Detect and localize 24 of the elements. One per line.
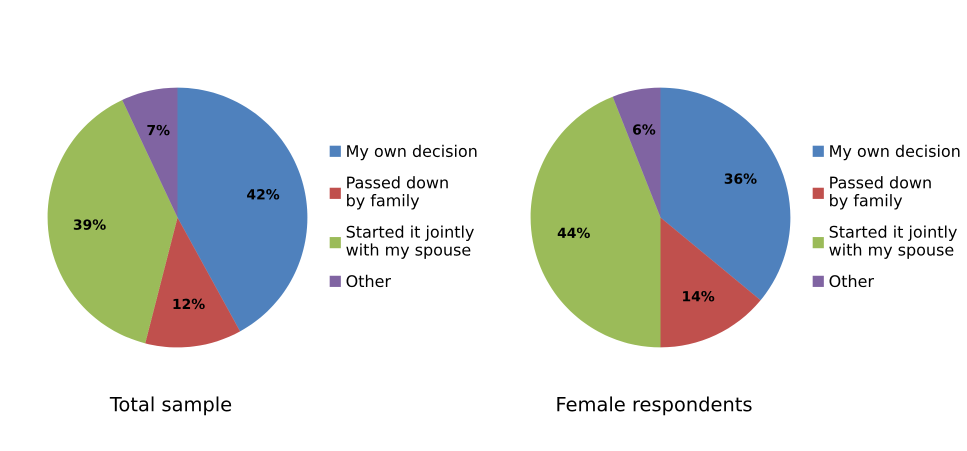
data-label: 14% (683, 290, 714, 302)
legend-label: Other (830, 274, 874, 288)
data-label: 36% (724, 173, 757, 184)
legend-label: Started it jointly with my spouse (346, 225, 474, 259)
pie-slice (660, 218, 761, 348)
data-label: 44% (558, 228, 590, 238)
legend-label: Started it jointly with my spouse (829, 225, 957, 259)
data-label: 7% (147, 124, 170, 136)
text: Total sample (110, 396, 232, 416)
legend-label: Other (346, 274, 391, 288)
legend-label: My own decision (347, 144, 476, 160)
text: Female respondents (557, 396, 752, 416)
data-label: 42% (247, 189, 280, 200)
data-label: 39% (74, 219, 106, 230)
legend-label: Passed down by family (347, 176, 448, 210)
pie-slice (660, 88, 790, 300)
pie-slice (612, 88, 660, 218)
pie-slice (530, 96, 660, 348)
pie-slice (145, 218, 240, 348)
data-label: 6% (633, 124, 656, 135)
legend-label: Passed down by family (830, 176, 931, 210)
data-label: 12% (174, 298, 205, 310)
legend-label: My own decision (830, 144, 960, 160)
pie-slice (122, 88, 178, 218)
